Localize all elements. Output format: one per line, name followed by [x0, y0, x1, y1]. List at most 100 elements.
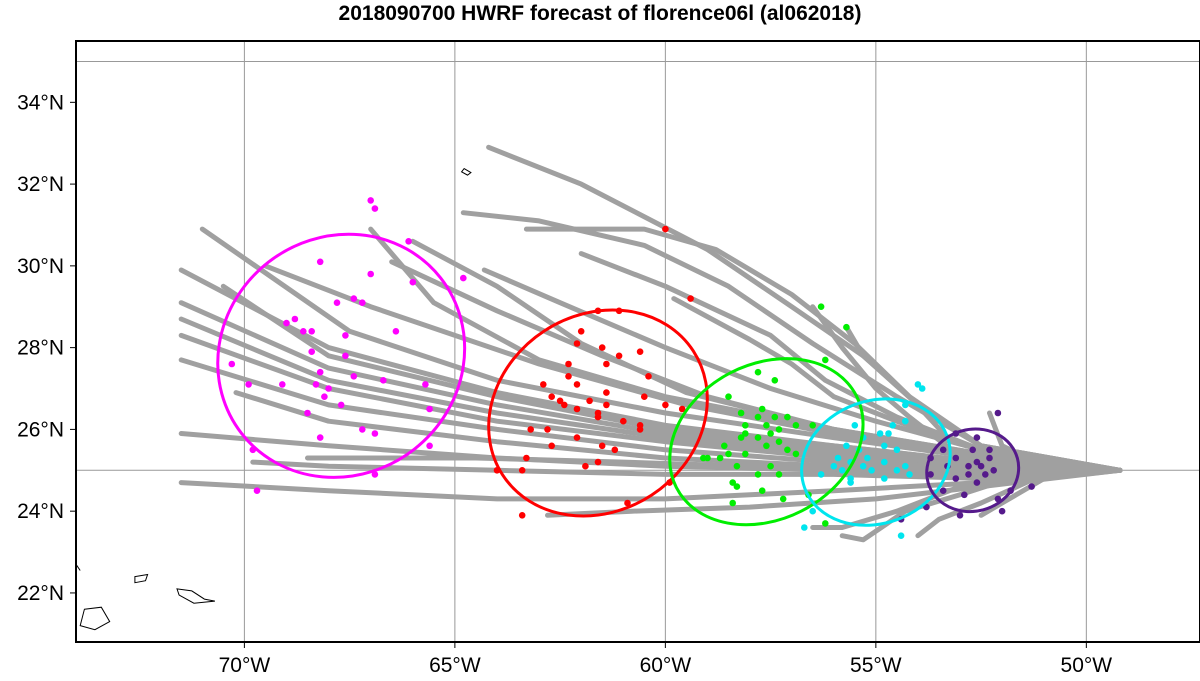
forecast-point	[316, 258, 324, 266]
forecast-point	[758, 405, 766, 413]
forecast-point	[392, 328, 400, 335]
forecast-point	[291, 315, 299, 323]
forecast-point	[662, 225, 669, 233]
forecast-point	[843, 442, 850, 450]
forecast-point	[914, 381, 922, 388]
forecast-point	[876, 430, 884, 437]
forecast-point	[573, 405, 581, 413]
track-line	[978, 467, 1123, 518]
track-line	[839, 467, 1123, 543]
forecast-point	[742, 422, 749, 429]
uncertainty-ellipse	[216, 232, 467, 479]
forecast-point	[973, 458, 981, 466]
forecast-point	[594, 413, 602, 421]
forecast-point	[990, 467, 997, 474]
forecast-point	[956, 512, 964, 519]
forecast-point	[902, 401, 909, 409]
forecast-point	[304, 409, 311, 417]
forecast-point	[851, 422, 859, 429]
forecast-point	[982, 471, 989, 478]
forecast-point	[565, 360, 572, 368]
forecast-point	[308, 348, 316, 356]
forecast-point	[645, 373, 652, 380]
forecast-point	[754, 368, 762, 376]
forecast-point	[716, 454, 724, 462]
forecast-point	[817, 471, 825, 478]
forecast-point	[573, 340, 581, 347]
lat-tick-label: 28°N	[17, 337, 64, 360]
forecast-point	[426, 442, 433, 450]
forecast-point	[527, 426, 534, 433]
forecast-point	[1028, 483, 1035, 490]
forecast-point	[350, 295, 358, 302]
forecast-point	[939, 487, 947, 495]
forecast-point	[977, 462, 985, 470]
forecast-point	[611, 446, 619, 454]
forecast-point	[333, 299, 341, 307]
forecast-point	[422, 381, 429, 388]
forecast-point	[725, 393, 732, 401]
forecast-point	[918, 385, 926, 392]
forecast-point	[573, 434, 581, 441]
forecast-point	[426, 405, 433, 413]
island-outline	[134, 573, 149, 584]
forecast-point	[687, 295, 694, 302]
forecast-point	[881, 442, 888, 450]
forecast-point	[801, 524, 808, 531]
forecast-point	[540, 381, 547, 388]
forecast-point	[763, 422, 770, 429]
forecast-point	[893, 446, 901, 454]
forecast-point	[868, 467, 875, 474]
forecast-point	[847, 479, 854, 486]
forecast-point	[405, 238, 412, 245]
forecast-point	[279, 381, 286, 388]
forecast-point	[965, 471, 972, 478]
track-line	[305, 455, 1123, 473]
forecast-point	[742, 450, 749, 458]
forecast-point	[725, 450, 732, 458]
forecast-point	[636, 426, 644, 433]
forecast-point	[582, 462, 589, 470]
forecast-point	[742, 430, 749, 437]
forecast-point	[881, 458, 888, 466]
lon-tick-label: 60°W	[640, 654, 692, 677]
forecast-point	[325, 385, 332, 392]
forecast-point	[603, 360, 610, 368]
forecast-point	[973, 479, 981, 486]
forecast-point	[889, 422, 896, 429]
forecast-point	[548, 442, 555, 450]
forecast-point	[359, 299, 366, 307]
forecast-point	[316, 368, 324, 376]
forecast-point	[337, 401, 345, 409]
track-line	[410, 238, 1123, 473]
lat-tick-label: 24°N	[17, 500, 64, 523]
forecast-point	[843, 323, 850, 331]
forecast-point	[952, 475, 960, 482]
forecast-point	[893, 467, 901, 474]
forecast-point	[775, 438, 783, 446]
forecast-point	[729, 479, 736, 486]
forecast-point	[771, 377, 779, 384]
forecast-point	[822, 520, 829, 527]
forecast-point	[598, 442, 606, 450]
forecast-point	[927, 471, 934, 478]
map-frame	[75, 40, 1200, 643]
axis-tick-labels: 70°W 65°W 60°W 55°W 50°W 22°N 24°N 26°N 28°N 30°N…	[17, 91, 1112, 677]
forecast-point	[253, 487, 261, 495]
lat-tick-label: 32°N	[17, 173, 64, 196]
uncertainty-ellipses	[216, 232, 1021, 527]
forecast-point	[409, 278, 417, 286]
forecast-point	[518, 467, 526, 474]
forecast-positions	[228, 197, 1035, 539]
uncertainty-ellipse	[925, 427, 1021, 514]
island-outline	[460, 167, 472, 176]
forecast-point	[838, 467, 846, 474]
lat-tick-label: 22°N	[17, 582, 64, 605]
forecast-point	[321, 393, 328, 401]
forecast-point	[902, 462, 909, 470]
forecast-point	[906, 471, 913, 478]
track-line	[810, 304, 1123, 473]
island-outline	[79, 606, 111, 631]
forecast-point	[678, 405, 686, 413]
forecast-point	[577, 328, 585, 335]
